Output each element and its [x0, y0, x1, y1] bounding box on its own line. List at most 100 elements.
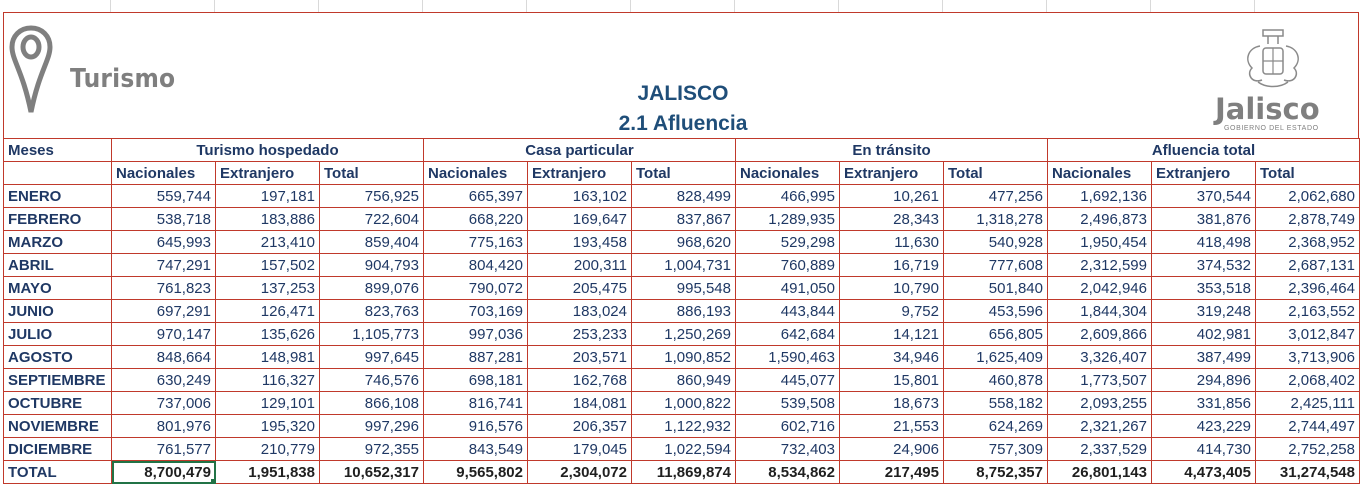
- subheader-cell[interactable]: Extranjero: [1151, 161, 1256, 185]
- value-cell[interactable]: 2,609,866: [1047, 322, 1152, 346]
- value-cell[interactable]: 31,274,548: [1255, 460, 1360, 484]
- value-cell[interactable]: 24,906: [839, 437, 944, 461]
- month-cell[interactable]: JUNIO: [3, 299, 112, 323]
- group-header-turismo-hospedado[interactable]: Turismo hospedado: [111, 138, 424, 162]
- value-cell[interactable]: 970,147: [111, 322, 216, 346]
- value-cell[interactable]: 213,410: [215, 230, 320, 254]
- value-cell[interactable]: 1,022,594: [631, 437, 736, 461]
- subheader-cell[interactable]: Nacionales: [423, 161, 528, 185]
- value-cell[interactable]: 319,248: [1151, 299, 1256, 323]
- value-cell[interactable]: 183,886: [215, 207, 320, 231]
- value-cell[interactable]: 460,878: [943, 368, 1048, 392]
- value-cell[interactable]: 1,090,852: [631, 345, 736, 369]
- value-cell[interactable]: 16,719: [839, 253, 944, 277]
- value-cell[interactable]: 816,741: [423, 391, 528, 415]
- value-cell[interactable]: 837,867: [631, 207, 736, 231]
- value-cell[interactable]: 757,309: [943, 437, 1048, 461]
- value-cell[interactable]: 445,077: [735, 368, 840, 392]
- month-cell[interactable]: ABRIL: [3, 253, 112, 277]
- value-cell[interactable]: 823,763: [319, 299, 424, 323]
- value-cell[interactable]: 1,950,454: [1047, 230, 1152, 254]
- value-cell[interactable]: 2,337,529: [1047, 437, 1152, 461]
- value-cell[interactable]: 2,163,552: [1255, 299, 1360, 323]
- value-cell[interactable]: 2,687,131: [1255, 253, 1360, 277]
- subheader-cell[interactable]: Total: [943, 161, 1048, 185]
- value-cell[interactable]: 477,256: [943, 184, 1048, 208]
- value-cell[interactable]: 418,498: [1151, 230, 1256, 254]
- value-cell[interactable]: 698,181: [423, 368, 528, 392]
- value-cell[interactable]: 559,744: [111, 184, 216, 208]
- value-cell[interactable]: 747,291: [111, 253, 216, 277]
- value-cell[interactable]: 997,645: [319, 345, 424, 369]
- value-cell[interactable]: 602,716: [735, 414, 840, 438]
- value-cell[interactable]: 2,496,873: [1047, 207, 1152, 231]
- value-cell[interactable]: 1,250,269: [631, 322, 736, 346]
- value-cell[interactable]: 2,368,952: [1255, 230, 1360, 254]
- value-cell[interactable]: 9,565,802: [423, 460, 528, 484]
- value-cell[interactable]: 886,193: [631, 299, 736, 323]
- value-cell[interactable]: 294,896: [1151, 368, 1256, 392]
- value-cell[interactable]: 972,355: [319, 437, 424, 461]
- value-cell[interactable]: 1,951,838: [215, 460, 320, 484]
- value-cell[interactable]: 217,495: [839, 460, 944, 484]
- value-cell[interactable]: 129,101: [215, 391, 320, 415]
- value-cell[interactable]: 1,289,935: [735, 207, 840, 231]
- month-cell[interactable]: DICIEMBRE: [3, 437, 112, 461]
- value-cell[interactable]: 370,544: [1151, 184, 1256, 208]
- value-cell[interactable]: 197,181: [215, 184, 320, 208]
- value-cell[interactable]: 179,045: [527, 437, 632, 461]
- value-cell[interactable]: 529,298: [735, 230, 840, 254]
- value-cell[interactable]: 2,744,497: [1255, 414, 1360, 438]
- selected-cell[interactable]: 8,700,479: [111, 460, 216, 484]
- value-cell[interactable]: 828,499: [631, 184, 736, 208]
- value-cell[interactable]: 1,105,773: [319, 322, 424, 346]
- value-cell[interactable]: 665,397: [423, 184, 528, 208]
- subheader-cell[interactable]: Total: [319, 161, 424, 185]
- value-cell[interactable]: 3,326,407: [1047, 345, 1152, 369]
- value-cell[interactable]: 2,752,258: [1255, 437, 1360, 461]
- value-cell[interactable]: 645,993: [111, 230, 216, 254]
- value-cell[interactable]: 2,312,599: [1047, 253, 1152, 277]
- value-cell[interactable]: 630,249: [111, 368, 216, 392]
- value-cell[interactable]: 206,357: [527, 414, 632, 438]
- value-cell[interactable]: 540,928: [943, 230, 1048, 254]
- value-cell[interactable]: 1,625,409: [943, 345, 1048, 369]
- value-cell[interactable]: 163,102: [527, 184, 632, 208]
- value-cell[interactable]: 353,518: [1151, 276, 1256, 300]
- month-cell[interactable]: JULIO: [3, 322, 112, 346]
- value-cell[interactable]: 331,856: [1151, 391, 1256, 415]
- value-cell[interactable]: 866,108: [319, 391, 424, 415]
- value-cell[interactable]: 732,403: [735, 437, 840, 461]
- subheader-cell[interactable]: Nacionales: [735, 161, 840, 185]
- value-cell[interactable]: 916,576: [423, 414, 528, 438]
- month-column-header[interactable]: Meses: [3, 138, 112, 162]
- month-cell[interactable]: FEBRERO: [3, 207, 112, 231]
- value-cell[interactable]: 9,752: [839, 299, 944, 323]
- value-cell[interactable]: 538,718: [111, 207, 216, 231]
- value-cell[interactable]: 904,793: [319, 253, 424, 277]
- value-cell[interactable]: 848,664: [111, 345, 216, 369]
- value-cell[interactable]: 1,318,278: [943, 207, 1048, 231]
- value-cell[interactable]: 697,291: [111, 299, 216, 323]
- value-cell[interactable]: 195,320: [215, 414, 320, 438]
- month-cell[interactable]: ENERO: [3, 184, 112, 208]
- value-cell[interactable]: 443,844: [735, 299, 840, 323]
- value-cell[interactable]: 2,068,402: [1255, 368, 1360, 392]
- value-cell[interactable]: 539,508: [735, 391, 840, 415]
- month-cell[interactable]: SEPTIEMBRE: [3, 368, 112, 392]
- value-cell[interactable]: 135,626: [215, 322, 320, 346]
- value-cell[interactable]: 887,281: [423, 345, 528, 369]
- value-cell[interactable]: 2,062,680: [1255, 184, 1360, 208]
- value-cell[interactable]: 200,311: [527, 253, 632, 277]
- value-cell[interactable]: 14,121: [839, 322, 944, 346]
- total-label-cell[interactable]: TOTAL: [3, 460, 112, 484]
- value-cell[interactable]: 21,553: [839, 414, 944, 438]
- value-cell[interactable]: 3,713,906: [1255, 345, 1360, 369]
- value-cell[interactable]: 15,801: [839, 368, 944, 392]
- subheader-cell[interactable]: Extranjero: [527, 161, 632, 185]
- value-cell[interactable]: 205,475: [527, 276, 632, 300]
- value-cell[interactable]: 2,878,749: [1255, 207, 1360, 231]
- value-cell[interactable]: 968,620: [631, 230, 736, 254]
- value-cell[interactable]: 656,805: [943, 322, 1048, 346]
- value-cell[interactable]: 381,876: [1151, 207, 1256, 231]
